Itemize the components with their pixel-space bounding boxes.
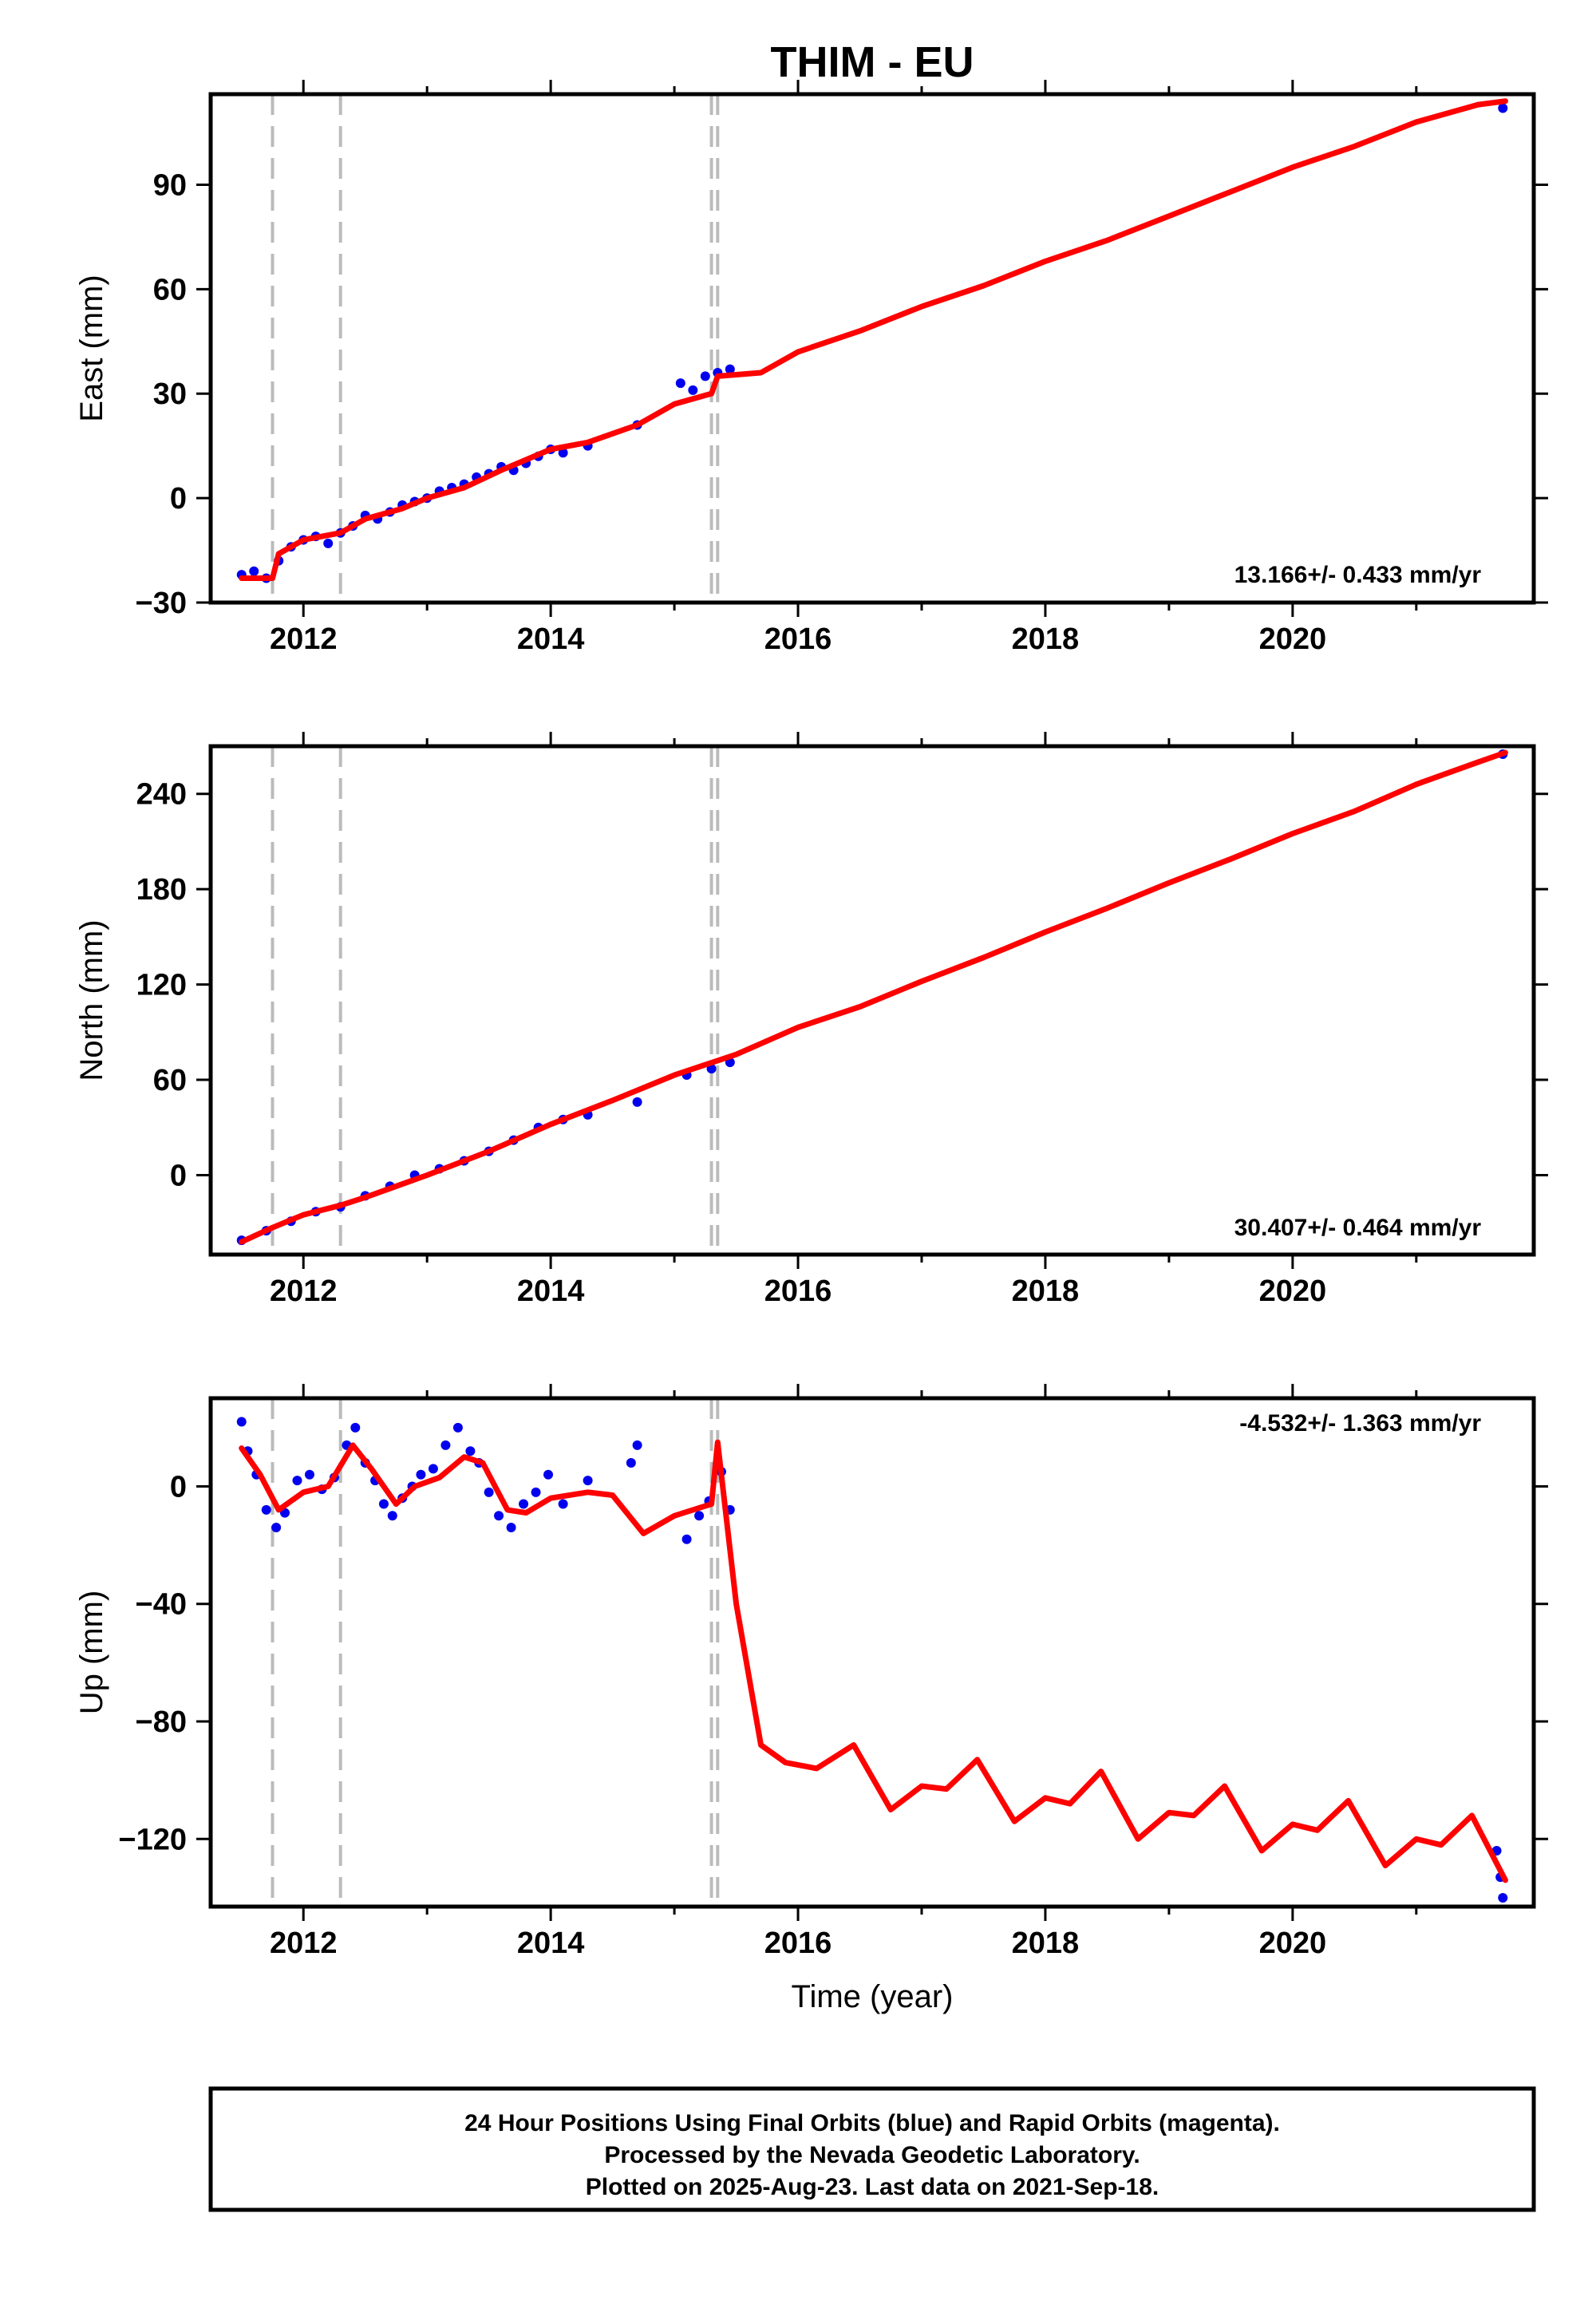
north-plot-frame bbox=[208, 744, 1536, 1257]
east-observed-point bbox=[249, 566, 259, 576]
north-x-tick-label: 2018 bbox=[1012, 1275, 1080, 1308]
up-observed-point bbox=[531, 1487, 541, 1497]
up-observed-point bbox=[632, 1440, 642, 1450]
up-observed-point bbox=[681, 1534, 692, 1544]
up-observed-point bbox=[506, 1523, 516, 1533]
footer-line-1: 24 Hour Positions Using Final Orbits (bl… bbox=[464, 2110, 1280, 2136]
east-x-tick-label: 2016 bbox=[764, 622, 832, 656]
north-rate-label: 30.407+/- 0.464 mm/yr bbox=[1235, 1215, 1482, 1241]
up-x-tick-label: 2018 bbox=[1012, 1927, 1080, 1960]
up-observed-point bbox=[494, 1511, 504, 1521]
up-observed-point bbox=[292, 1476, 302, 1486]
up-x-tick-label: 2014 bbox=[517, 1927, 585, 1960]
up-observed-point bbox=[416, 1469, 426, 1480]
chart-title: THIM - EU bbox=[771, 38, 974, 86]
up-observed-point bbox=[304, 1469, 314, 1480]
north-y-tick-label: 240 bbox=[136, 778, 187, 812]
north-x-tick-label: 2012 bbox=[270, 1275, 338, 1308]
east-panel: 2012 2014 2016 2018 2020 −30 0 30 60 90 East (mm) 1… bbox=[74, 80, 1548, 656]
up-observed-point bbox=[350, 1422, 361, 1433]
up-y-tick-label: 0 bbox=[170, 1470, 187, 1504]
up-observed-point bbox=[452, 1422, 463, 1433]
north-y-tick-label: 120 bbox=[136, 969, 187, 1002]
up-y-tick-label: −80 bbox=[136, 1705, 187, 1739]
east-x-tick-label: 2018 bbox=[1012, 622, 1080, 656]
footer-line-2: Processed by the Nevada Geodetic Laborat… bbox=[604, 2142, 1140, 2168]
up-observed-point bbox=[558, 1499, 568, 1509]
up-plot-frame bbox=[208, 1396, 1536, 1909]
east-observed-point bbox=[700, 371, 710, 381]
east-observed-point bbox=[725, 364, 735, 374]
east-observed-point bbox=[688, 385, 698, 395]
up-observed-point bbox=[694, 1511, 705, 1521]
up-x-tick-label: 2020 bbox=[1259, 1927, 1327, 1960]
up-y-tick-label: −120 bbox=[118, 1823, 187, 1856]
up-panel: 2012 2014 2016 2018 2020 −120 −80 −40 0 Up (mm) -4… bbox=[74, 1384, 1548, 1960]
north-model-line bbox=[239, 749, 1508, 1245]
north-panel: 2012 2014 2016 2018 2020 0 60 120 180 240 North (m… bbox=[74, 732, 1548, 1308]
east-y-tick-label: 0 bbox=[170, 482, 187, 516]
up-observed-point bbox=[440, 1440, 451, 1450]
east-x-tick-label: 2012 bbox=[270, 622, 338, 656]
north-y-tick-label: 180 bbox=[136, 873, 187, 907]
up-observed-point bbox=[484, 1487, 494, 1497]
north-x-tick-label: 2016 bbox=[764, 1275, 832, 1308]
north-y-tick-label: 60 bbox=[153, 1064, 187, 1097]
north-x-tick-label: 2014 bbox=[517, 1275, 585, 1308]
up-y-tick-label: −40 bbox=[136, 1588, 187, 1622]
east-x-tick-label: 2020 bbox=[1259, 622, 1327, 656]
up-observed-point bbox=[428, 1464, 438, 1474]
east-y-tick-label: 30 bbox=[153, 377, 187, 411]
footer-line-3: Plotted on 2025-Aug-23. Last data on 202… bbox=[586, 2174, 1159, 2200]
east-observed-point bbox=[675, 378, 685, 389]
up-observed-point bbox=[465, 1446, 476, 1456]
north-x-tick-label: 2020 bbox=[1259, 1275, 1327, 1308]
east-observed-point bbox=[323, 538, 334, 548]
up-observed-point bbox=[626, 1458, 636, 1468]
east-observed-point bbox=[1498, 103, 1508, 113]
up-observed-point bbox=[543, 1469, 554, 1480]
x-axis-label: Time (year) bbox=[792, 1979, 954, 2014]
footer-box bbox=[208, 2086, 1536, 2212]
up-x-tick-label: 2012 bbox=[270, 1927, 338, 1960]
east-y-tick-label: 60 bbox=[153, 273, 187, 306]
up-observed-point bbox=[519, 1499, 529, 1509]
up-y-axis-label: Up (mm) bbox=[74, 1591, 109, 1715]
up-observed-point bbox=[261, 1504, 271, 1515]
east-observed-point bbox=[558, 448, 568, 458]
up-observed-point bbox=[387, 1511, 397, 1521]
east-x-tick-label: 2014 bbox=[517, 622, 585, 656]
up-observed-point bbox=[1498, 1892, 1508, 1903]
north-y-axis-label: North (mm) bbox=[74, 919, 109, 1081]
up-observed-point bbox=[583, 1476, 593, 1486]
up-model-line bbox=[239, 1439, 1508, 1883]
east-rate-label: 13.166+/- 0.433 mm/yr bbox=[1235, 562, 1482, 588]
up-x-tick-label: 2016 bbox=[764, 1927, 832, 1960]
up-rate-label: -4.532+/- 1.363 mm/yr bbox=[1239, 1410, 1481, 1437]
north-y-tick-label: 0 bbox=[170, 1159, 187, 1192]
up-observed-point bbox=[271, 1523, 282, 1533]
north-observed-point bbox=[632, 1097, 642, 1107]
east-y-axis-label: East (mm) bbox=[74, 275, 109, 421]
east-model-line bbox=[239, 98, 1508, 581]
east-y-tick-label: 90 bbox=[153, 168, 187, 202]
up-observed-point bbox=[236, 1417, 247, 1427]
east-y-tick-label: −30 bbox=[136, 587, 187, 620]
east-plot-frame bbox=[208, 92, 1536, 605]
up-observed-point bbox=[378, 1499, 389, 1509]
